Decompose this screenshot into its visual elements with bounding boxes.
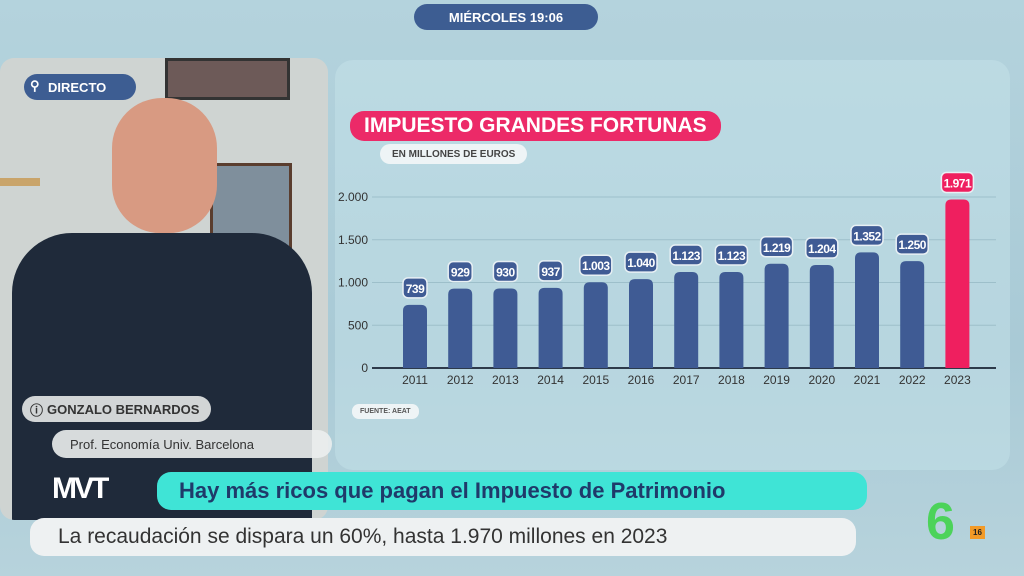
- age-rating-badge: 16: [970, 526, 985, 539]
- data-label: 1.123: [718, 249, 746, 263]
- data-label: 1.204: [808, 242, 836, 256]
- data-label: 1.123: [672, 249, 700, 263]
- chart-title: IMPUESTO GRANDES FORTUNAS: [350, 111, 721, 141]
- search-icon: ⚲: [30, 78, 40, 93]
- data-label: 1.352: [853, 229, 881, 243]
- data-label-bg: [624, 251, 658, 273]
- x-tick-label: 2021: [854, 373, 881, 387]
- x-tick-label: 2018: [718, 373, 745, 387]
- data-label-bg: [850, 224, 884, 247]
- data-label: 930: [496, 265, 515, 279]
- y-tick-label: 0: [361, 361, 368, 375]
- data-label-bg: [714, 244, 749, 266]
- x-tick-label: 2014: [537, 373, 564, 387]
- x-tick-label: 2016: [628, 373, 655, 387]
- x-tick-label: 2017: [673, 373, 700, 387]
- y-tick-label: 1.500: [338, 233, 368, 247]
- x-tick-label: 2011: [402, 373, 428, 387]
- subheadline: La recaudación se dispara un 60%, hasta …: [30, 518, 856, 556]
- data-label-bg: [895, 233, 929, 255]
- live-badge: ⚲ DIRECTO: [24, 74, 136, 100]
- data-label-bg: [805, 237, 839, 259]
- data-label: 1.040: [627, 256, 655, 270]
- guest-role: Prof. Economía Univ. Barcelona: [52, 430, 332, 458]
- x-tick-label: 2022: [899, 373, 926, 387]
- data-label-bg: [579, 254, 613, 276]
- y-tick-label: 2.000: [338, 190, 368, 204]
- bar-2020: [809, 265, 834, 368]
- bar-2022: [900, 261, 925, 368]
- data-label: 1.003: [582, 259, 610, 273]
- x-tick-label: 2015: [582, 373, 609, 387]
- bar-2021: [855, 252, 879, 368]
- bar-2016: [629, 279, 653, 368]
- y-tick-label: 1.000: [338, 276, 368, 290]
- y-tick-label: 500: [348, 318, 368, 332]
- chart-subtitle: EN MILLONES DE EUROS: [380, 144, 528, 164]
- bar-2017: [674, 271, 699, 368]
- guest-name: ⓘ GONZALO BERNARDOS: [22, 396, 212, 422]
- channel-logo: 6: [926, 493, 955, 551]
- bar-2023: [945, 199, 970, 368]
- bar-2018: [719, 271, 744, 368]
- bar-2015: [583, 282, 608, 368]
- x-tick-label: 2019: [763, 373, 790, 387]
- show-logo: MVT: [52, 472, 109, 505]
- bar-2019: [764, 263, 789, 368]
- data-label: 929: [451, 266, 470, 280]
- data-label-bg: [537, 260, 564, 282]
- data-label-bg: [940, 171, 975, 194]
- bar-2012: [448, 288, 473, 368]
- data-label-bg: [669, 244, 703, 266]
- bar-2011: [403, 304, 427, 368]
- bar-2013: [493, 288, 518, 368]
- live-label: DIRECTO: [48, 79, 107, 95]
- data-label: 1.250: [898, 238, 926, 252]
- x-tick-label: 2013: [492, 373, 519, 387]
- data-label-bg: [447, 260, 473, 283]
- data-label-bg: [492, 260, 519, 283]
- bar-2014: [538, 287, 563, 368]
- guest-name-text: GONZALO BERNARDOS: [47, 401, 200, 417]
- x-tick-label: 2020: [808, 373, 835, 387]
- x-tick-label: 2023: [944, 373, 971, 387]
- data-label-bg: [402, 277, 428, 299]
- data-label: 937: [541, 265, 560, 279]
- data-label: 1.971: [944, 176, 972, 190]
- chart-source: FUENTE: AEAT: [352, 404, 419, 419]
- clock-badge: MIÉRCOLES 19:06: [414, 4, 598, 30]
- data-label-bg: [759, 236, 794, 258]
- x-tick-label: 2012: [447, 373, 474, 387]
- info-icon: ⓘ: [30, 402, 44, 418]
- data-label: 1.219: [763, 241, 791, 255]
- headline: Hay más ricos que pagan el Impuesto de P…: [157, 472, 867, 510]
- data-label: 739: [406, 282, 425, 296]
